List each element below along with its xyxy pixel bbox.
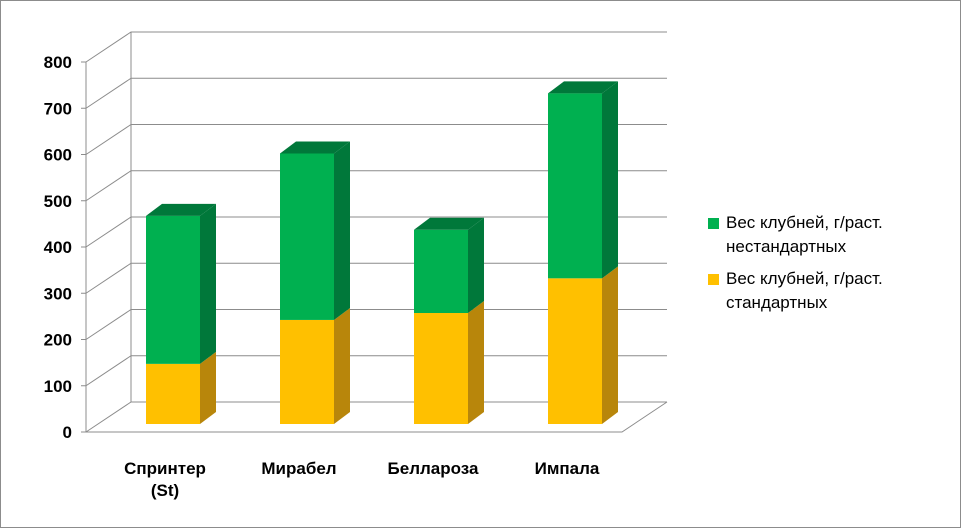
gridline xyxy=(85,262,667,294)
gridline xyxy=(85,309,667,340)
bar-segment xyxy=(414,217,484,313)
legend-label-line: Вес клубней, г/раст. xyxy=(726,213,883,232)
bar-top-face xyxy=(414,217,484,230)
legend-label-line: стандартных xyxy=(726,293,828,312)
bar-segment xyxy=(280,307,350,424)
bar-segment xyxy=(146,203,216,364)
gridline xyxy=(85,124,667,155)
bar-top-face xyxy=(146,203,216,216)
bar-side-face xyxy=(468,217,484,313)
y-tick-label: 200 xyxy=(44,331,72,350)
bar-front-face xyxy=(146,215,200,364)
legend-swatch xyxy=(708,218,719,229)
bar-segment xyxy=(146,351,216,424)
bar-front-face xyxy=(414,229,468,313)
category-label-line: Мирабел xyxy=(261,459,336,478)
gridline xyxy=(85,31,667,63)
y-tick-label: 600 xyxy=(44,146,72,165)
legend-swatch xyxy=(708,274,719,285)
bar-segment xyxy=(548,81,618,279)
gridline xyxy=(85,77,667,109)
category-label: Спринтер (St) xyxy=(124,459,206,500)
x-axis-labels: Спринтер (St) Мирабел Беллароза Импала xyxy=(124,459,600,500)
bars xyxy=(146,81,618,424)
category-label: Импала xyxy=(535,459,600,478)
y-tick-label: 400 xyxy=(44,238,72,257)
y-tick-label: 300 xyxy=(44,284,72,303)
bar-side-face xyxy=(200,203,216,364)
category-label-line: Беллароза xyxy=(388,459,479,478)
bar-segment xyxy=(414,301,484,424)
bar-front-face xyxy=(280,319,334,424)
bar-side-face xyxy=(468,301,484,424)
gridline xyxy=(85,401,667,433)
y-tick-label: 800 xyxy=(44,53,72,72)
category-label-line: Спринтер xyxy=(124,459,206,478)
bar-segment xyxy=(280,141,350,320)
category-label: Мирабел xyxy=(261,459,336,478)
bar-side-face xyxy=(334,307,350,424)
bar-side-face xyxy=(602,266,618,424)
category-label: Беллароза xyxy=(388,459,479,478)
y-tick-label: 500 xyxy=(44,192,72,211)
y-axis-ticks: 0 100 200 300 400 500 600 700 800 xyxy=(44,53,72,442)
gridline xyxy=(85,216,667,248)
category-label-line: (St) xyxy=(151,481,179,500)
y-tick-label: 0 xyxy=(63,423,72,442)
floor-front-edge xyxy=(86,401,668,433)
bar-front-face xyxy=(280,153,334,320)
category-label-line: Импала xyxy=(535,459,600,478)
legend-label-line: Вес клубней, г/раст. xyxy=(726,269,883,288)
y-tick-label: 700 xyxy=(44,99,72,118)
bar-side-face xyxy=(200,351,216,424)
bar-top-face xyxy=(548,81,618,94)
bar-front-face xyxy=(414,313,468,424)
bar-top-face xyxy=(280,141,350,154)
bar-side-face xyxy=(602,81,618,279)
legend-label-line: нестандартных xyxy=(726,237,847,256)
gridline xyxy=(85,170,667,202)
legend-label: Вес клубней, г/раст. стандартных xyxy=(726,269,883,312)
y-tick-label: 100 xyxy=(44,377,72,396)
gridlines xyxy=(81,31,667,433)
legend-label: Вес клубней, г/раст. нестандартных xyxy=(726,213,883,256)
bar-side-face xyxy=(334,141,350,320)
bar-front-face xyxy=(548,93,602,279)
bar-front-face xyxy=(146,363,200,424)
bar-front-face xyxy=(548,278,602,424)
gridline xyxy=(85,355,667,387)
bar-segment xyxy=(548,266,618,424)
